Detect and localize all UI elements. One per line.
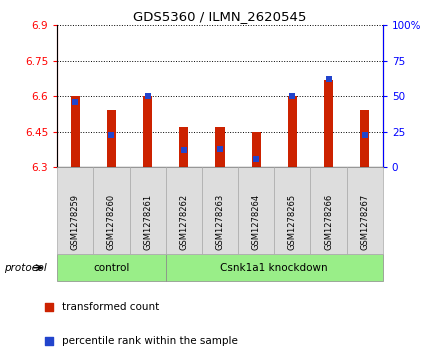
Bar (71, 96, 80, 167)
Point (144, 93, 151, 99)
Bar (252, 132, 260, 167)
Text: GSM1278267: GSM1278267 (360, 194, 369, 250)
Bar (288, 96, 297, 167)
Text: percentile rank within the sample: percentile rank within the sample (62, 336, 238, 346)
Text: GSM1278265: GSM1278265 (288, 194, 297, 250)
Text: Csnk1a1 knockdown: Csnk1a1 knockdown (220, 263, 328, 273)
Text: control: control (93, 263, 130, 273)
Text: GSM1278264: GSM1278264 (252, 194, 260, 250)
Point (72, 99, 79, 105)
Point (289, 93, 296, 99)
Point (45, 338, 52, 344)
Bar (216, 127, 224, 167)
Point (253, 156, 260, 162)
Point (108, 132, 115, 138)
Bar (180, 127, 188, 167)
Bar (360, 110, 369, 167)
Text: GSM1278263: GSM1278263 (216, 194, 224, 250)
Title: GDS5360 / ILMN_2620545: GDS5360 / ILMN_2620545 (133, 10, 307, 23)
Text: GSM1278262: GSM1278262 (180, 194, 188, 250)
Point (325, 76, 332, 82)
Text: GSM1278260: GSM1278260 (107, 194, 116, 250)
Point (361, 132, 368, 138)
Point (45, 304, 52, 310)
Text: GSM1278261: GSM1278261 (143, 194, 152, 250)
Point (216, 146, 224, 152)
Point (180, 148, 187, 154)
Text: GSM1278259: GSM1278259 (71, 195, 80, 250)
Bar (143, 96, 152, 167)
Text: GSM1278266: GSM1278266 (324, 194, 333, 250)
Text: transformed count: transformed count (62, 302, 160, 312)
Text: protocol: protocol (4, 263, 47, 273)
Bar (107, 110, 116, 167)
Bar (324, 80, 333, 167)
